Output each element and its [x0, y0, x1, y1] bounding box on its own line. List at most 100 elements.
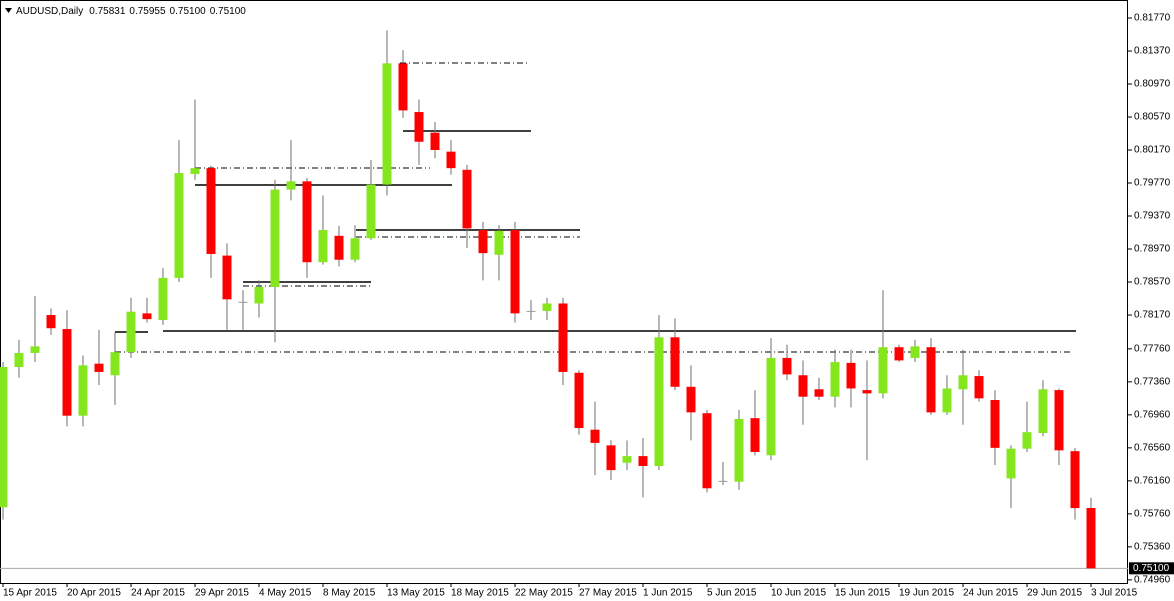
candle — [686, 365, 696, 441]
candle-body — [942, 388, 952, 413]
candle — [302, 178, 312, 278]
x-tick-label: 29 Apr 2015 — [195, 588, 249, 599]
candle-body — [318, 230, 328, 263]
candle — [750, 390, 760, 456]
y-tick-label: 0.79770 — [1134, 178, 1171, 189]
candle — [46, 308, 56, 335]
y-tick-label: 0.78570 — [1134, 277, 1171, 288]
info-high: 0.75955 — [129, 6, 166, 17]
candle-body — [990, 399, 1000, 448]
candle-body — [702, 413, 712, 489]
candle-body — [382, 63, 392, 185]
y-tick-label: 0.80970 — [1134, 79, 1171, 90]
y-tick-label: 0.81770 — [1134, 13, 1171, 24]
candle-body — [158, 277, 168, 320]
x-tick-label: 15 Jun 2015 — [835, 588, 890, 599]
candle-body — [1070, 451, 1080, 509]
candle — [14, 339, 24, 378]
x-tick-label: 18 May 2015 — [451, 588, 509, 599]
candle-body — [286, 181, 296, 190]
candle-body — [622, 456, 632, 463]
candle — [574, 370, 584, 435]
candle — [510, 221, 520, 323]
candle-body — [414, 112, 424, 142]
candle — [910, 339, 920, 363]
candle-body — [798, 375, 808, 397]
candle — [174, 140, 184, 283]
candle — [78, 355, 88, 427]
candle-body — [830, 362, 840, 397]
candle-body — [878, 347, 888, 394]
info-open: 0.75831 — [89, 6, 126, 17]
y-tick-label: 0.74960 — [1134, 575, 1171, 586]
y-tick-label: 0.78970 — [1134, 244, 1171, 255]
candle-body — [1086, 508, 1096, 569]
candle — [30, 296, 40, 363]
menu-triangle[interactable] — [5, 8, 12, 13]
candle — [142, 297, 152, 323]
candle-body — [526, 310, 536, 312]
candle-body — [302, 181, 312, 263]
candle — [478, 221, 488, 281]
candle-body — [142, 313, 152, 320]
candle-body — [974, 376, 984, 399]
candle-body — [894, 347, 904, 361]
candle — [254, 280, 264, 318]
candle — [462, 164, 472, 249]
y-tick-label: 0.76160 — [1134, 475, 1171, 486]
x-tick-label: 20 Apr 2015 — [67, 588, 121, 599]
candle-body — [750, 418, 760, 452]
candle-body — [958, 375, 968, 390]
y-tick-label: 0.81370 — [1134, 46, 1171, 57]
x-tick-label: 29 Jun 2015 — [1027, 588, 1082, 599]
candle — [926, 338, 936, 415]
candle — [414, 99, 424, 165]
candle-body — [782, 357, 792, 375]
candle — [270, 179, 280, 343]
candle — [862, 360, 872, 461]
candle — [638, 437, 648, 498]
candle — [222, 243, 232, 330]
x-tick-label: 15 Apr 2015 — [3, 588, 57, 599]
candle-body — [814, 389, 824, 397]
candle — [814, 377, 824, 400]
candle — [526, 300, 536, 320]
x-tick-label: 10 Jun 2015 — [771, 588, 826, 599]
current-price-box — [1129, 562, 1174, 575]
candle — [670, 318, 680, 391]
candle-body — [734, 418, 744, 482]
plot-frame — [0, 0, 1128, 584]
candle — [0, 362, 8, 520]
candle-body — [478, 230, 488, 254]
candle-body — [558, 303, 568, 372]
candle — [654, 315, 664, 471]
x-tick-label: 24 Jun 2015 — [963, 588, 1018, 599]
candle-body — [638, 456, 648, 467]
candle-body — [926, 347, 936, 413]
candle — [62, 310, 72, 427]
candle — [286, 140, 296, 201]
candle-body — [254, 286, 264, 304]
info-low: 0.75100 — [170, 6, 207, 17]
candle-body — [334, 235, 344, 260]
candle — [990, 390, 1000, 466]
candle — [942, 375, 952, 415]
candle — [350, 225, 360, 263]
candle — [94, 329, 104, 386]
candle-body — [238, 301, 248, 303]
candle-body — [718, 480, 728, 482]
chart-header: AUDUSD,Daily 0.75831 0.75955 0.75100 0.75100 — [16, 6, 246, 17]
x-tick-label: 24 Apr 2015 — [131, 588, 185, 599]
candle-body — [590, 429, 600, 443]
candle-body — [510, 230, 520, 314]
candle — [1054, 388, 1064, 466]
candle — [126, 297, 136, 358]
candle-body — [126, 311, 136, 353]
candle — [974, 370, 984, 402]
candle-body — [270, 189, 280, 287]
x-tick-label: 8 May 2015 — [323, 588, 376, 599]
candle-body — [494, 230, 504, 255]
candle — [190, 99, 200, 180]
candle — [878, 290, 888, 399]
